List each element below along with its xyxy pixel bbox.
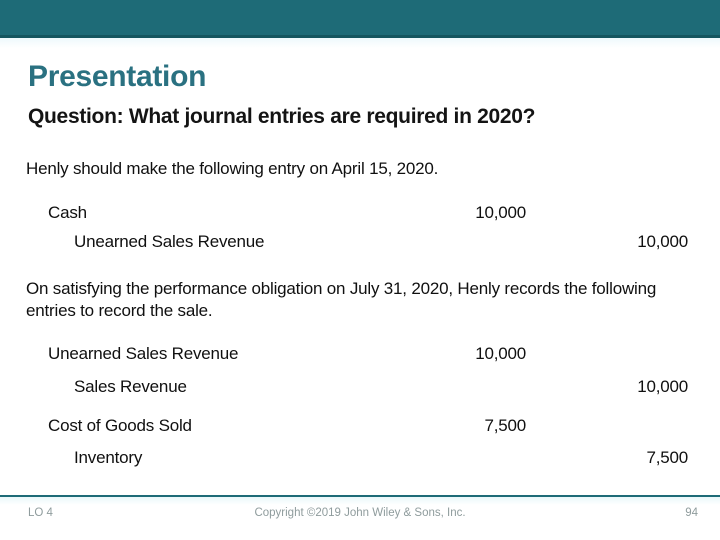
footer-divider-glow <box>0 497 720 505</box>
header-banner-glow <box>0 38 720 48</box>
journal-row-cash: Cash 10,000 <box>0 203 720 225</box>
account-label: Sales Revenue <box>74 377 187 396</box>
sale-paragraph: On satisfying the performance obligation… <box>26 279 657 320</box>
credit-amount: 7,500 <box>646 448 688 467</box>
slide-footer: LO 4 Copyright ©2019 John Wiley & Sons, … <box>0 505 720 525</box>
journal-row-cost-of-goods-sold: Cost of Goods Sold 7,500 <box>0 416 720 438</box>
journal-row-unearned-sales-revenue-debit: Unearned Sales Revenue 10,000 <box>0 344 720 366</box>
debit-amount: 10,000 <box>475 203 526 222</box>
journal-row-sales-revenue: Sales Revenue 10,000 <box>0 377 720 399</box>
credit-amount: 10,000 <box>637 232 688 251</box>
account-label: Unearned Sales Revenue <box>74 232 265 251</box>
account-label: Cash <box>48 203 87 222</box>
intro-paragraph: Henly should make the following entry on… <box>26 159 439 178</box>
journal-row-unearned-sales-revenue-credit: Unearned Sales Revenue 10,000 <box>0 232 720 254</box>
credit-amount: 10,000 <box>637 377 688 396</box>
debit-amount: 10,000 <box>475 344 526 363</box>
learning-objective-label: LO 4 <box>28 507 53 519</box>
copyright-text: Copyright ©2019 John Wiley & Sons, Inc. <box>254 507 466 519</box>
page-number: 94 <box>685 507 698 519</box>
debit-amount: 7,500 <box>484 416 526 435</box>
footer-divider <box>0 495 720 497</box>
journal-row-inventory: Inventory 7,500 <box>0 448 720 470</box>
slide-title: Presentation <box>28 60 207 93</box>
account-label: Inventory <box>74 448 143 467</box>
account-label: Unearned Sales Revenue <box>48 344 239 363</box>
slide-subtitle: Question: What journal entries are requi… <box>28 105 536 128</box>
header-banner <box>0 0 720 38</box>
account-label: Cost of Goods Sold <box>48 416 192 435</box>
